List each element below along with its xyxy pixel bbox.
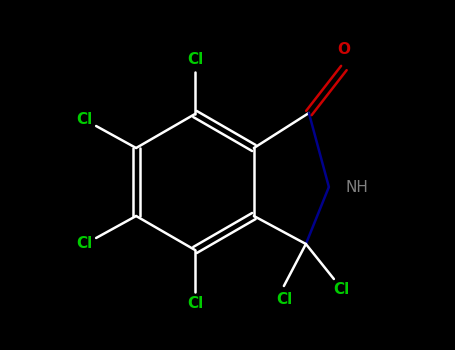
- Text: Cl: Cl: [276, 293, 292, 308]
- Text: Cl: Cl: [76, 237, 92, 252]
- Text: Cl: Cl: [187, 52, 203, 68]
- Text: NH: NH: [345, 180, 369, 195]
- Text: Cl: Cl: [333, 282, 349, 298]
- Text: Cl: Cl: [76, 112, 92, 127]
- Text: Cl: Cl: [187, 296, 203, 312]
- Text: O: O: [338, 42, 350, 57]
